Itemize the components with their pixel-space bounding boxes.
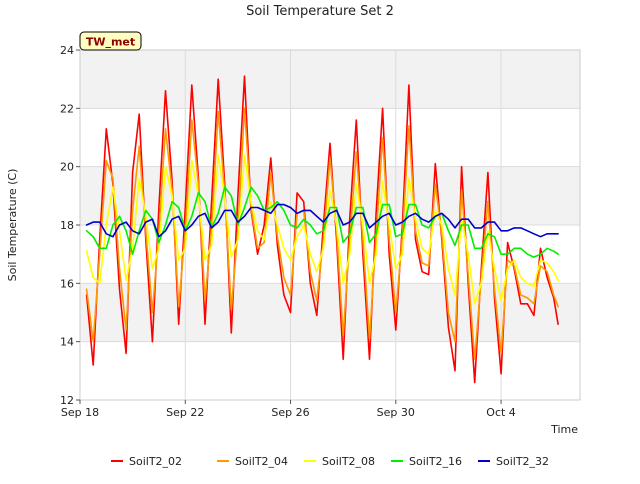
legend-label: SoilT2_32 [496, 455, 549, 468]
axes: 12 14 16 18 20 22 24 Sep 18 Sep 22 Sep 26 Sep 30 Oc… [60, 44, 516, 419]
y-tick-label: 16 [60, 277, 74, 290]
y-tick-label: 12 [60, 394, 74, 407]
x-tick-label: Sep 26 [271, 406, 309, 419]
chart-title: Soil Temperature Set 2 [246, 4, 394, 19]
legend-item-soilt2-08: SoilT2_08 [304, 455, 375, 468]
y-tick-label: 20 [60, 161, 74, 174]
y-tick-label: 14 [60, 336, 74, 349]
series-line-soilt2-08 [85, 154, 559, 305]
x-axis-label: Time [550, 423, 578, 436]
legend-label: SoilT2_08 [322, 455, 375, 468]
legend-item-soilt2-16: SoilT2_16 [391, 455, 462, 468]
x-tick-label: Oct 4 [486, 406, 516, 419]
legend-item-soilt2-02: SoilT2_02 [111, 455, 182, 468]
legend-label: SoilT2_02 [129, 455, 182, 468]
series-line-soilt2-32 [85, 203, 559, 238]
site-label-badge: TW_met [79, 31, 142, 51]
series-line-soilt2-16 [85, 186, 559, 258]
legend-label: SoilT2_16 [409, 455, 462, 468]
x-tick-label: Sep 22 [166, 406, 204, 419]
y-axis-label: Soil Temperature (C) [6, 169, 19, 282]
series-layer [85, 75, 559, 384]
y-tick-label: 18 [60, 219, 74, 232]
x-tick-label: Sep 30 [377, 406, 415, 419]
legend-label: SoilT2_04 [235, 455, 288, 468]
legend-item-soilt2-32: SoilT2_32 [478, 455, 549, 468]
y-tick-label: 24 [60, 44, 74, 57]
site-label-text: TW_met [86, 36, 135, 49]
legend: SoilT2_02 SoilT2_04 SoilT2_08 SoilT2_16 Soil… [111, 455, 549, 468]
legend-item-soilt2-04: SoilT2_04 [217, 455, 288, 468]
y-tick-label: 22 [60, 102, 74, 115]
background-band [80, 50, 580, 109]
x-tick-label: Sep 18 [61, 406, 99, 419]
